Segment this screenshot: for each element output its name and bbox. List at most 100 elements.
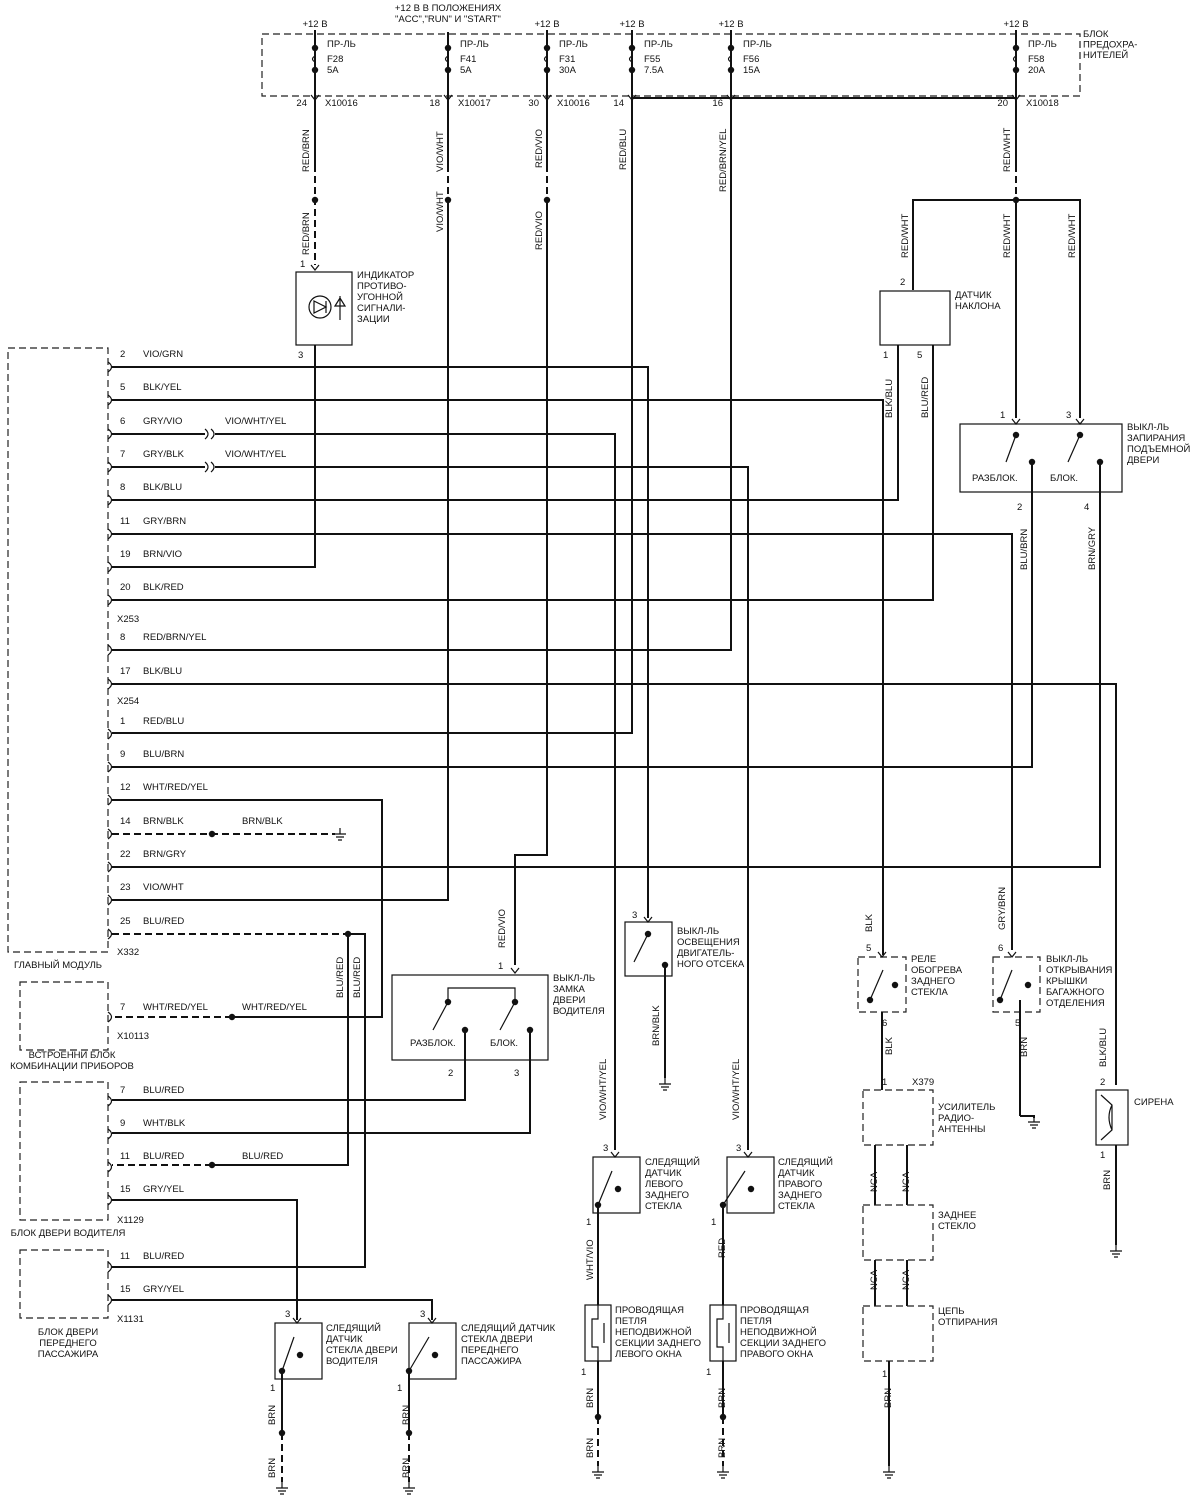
splice-dot — [1076, 431, 1084, 439]
antenna-amplifier — [862, 1089, 934, 1146]
label-fuses-0-rating: 5A — [327, 65, 339, 76]
wire-label: BLK — [864, 913, 875, 932]
connector-pin-icon — [107, 428, 113, 440]
label-components-siren-pins-0: 2 — [1100, 1077, 1105, 1088]
label-components-left_rear_sensor-name-4: СТЕКЛА — [645, 1201, 682, 1212]
wire-label: BRN — [267, 1405, 278, 1425]
label-components-passenger_glass_sensor-name-3: ПАССАЖИРА — [461, 1356, 522, 1367]
label-components-engine_light_switch-name-3: НОГО ОТСЕКА — [677, 959, 745, 970]
connector-pin-icon — [310, 264, 320, 271]
label-driver_door-connector: X1129 — [117, 1215, 144, 1226]
label-main_module-rows-8-wire: RED/BRN/YEL — [143, 632, 206, 643]
label-driver_door-rows-2-pin: 11 — [120, 1151, 130, 1162]
fuse-block — [261, 33, 1081, 97]
wire-label: RED/WHT — [1002, 213, 1013, 258]
wire — [112, 492, 1101, 868]
label-components-engine_light_switch-name-2: ДВИГАТЕЛЬ- — [677, 948, 734, 959]
label-main_module-rows-10-pin: 1 — [120, 716, 125, 727]
loop-icon — [716, 1305, 730, 1361]
label-fuses-2-name: F31 — [559, 54, 575, 65]
label-main_module-rows-3-wire: GRY/BLK — [143, 449, 185, 460]
wire-label: BLU/BRN — [1019, 529, 1030, 570]
label-instrument_cluster-rows-0-pin: 7 — [120, 1002, 125, 1013]
connector-pin-icon — [107, 1294, 113, 1306]
defrost-circuit — [862, 1305, 934, 1362]
label-fuses-5-connector: X10018 — [1026, 98, 1059, 109]
label-main_module-rows-14-wire: BRN/GRY — [143, 849, 187, 860]
switch-contact-icon — [408, 1336, 430, 1372]
label-instrument_cluster-rows-0-wire: WHT/RED/YEL — [143, 1002, 208, 1013]
anti-theft-indicator — [295, 271, 353, 346]
wire — [112, 399, 884, 955]
label-driver_door-rows-1-wire: WHT/BLK — [143, 1118, 186, 1129]
label-main_module-rows-11-pin: 9 — [120, 749, 125, 760]
rear-glass — [862, 1204, 934, 1261]
label-components-antenna_amp-name-2: АНТЕННЫ — [938, 1124, 985, 1135]
ground-icon — [717, 1466, 729, 1479]
label-components-trunk_switch-name-1: ОТКРЫВАНИЯ — [1046, 965, 1113, 976]
wire — [112, 1030, 466, 1101]
label-components-driver_lock_switch-unlock: РАЗБЛОК. — [410, 1038, 456, 1049]
label-main_module-rows-8-pin: 8 — [120, 632, 125, 643]
connector-pin-icon — [1007, 951, 1017, 958]
label-components-driver_lock_switch-name-3: ВОДИТЕЛЯ — [553, 1006, 605, 1017]
label-main_module-rows-9-pin: 17 — [120, 666, 131, 677]
label-components-tailgate_lock_switch-pins-1: 3 — [1066, 410, 1071, 421]
wire — [912, 199, 1081, 418]
wire-label: BRN — [267, 1458, 278, 1478]
wire — [112, 533, 1013, 950]
wire-label: BRN — [883, 1388, 894, 1408]
connector-pin-icon — [107, 1011, 113, 1023]
label-fuses-1-connector: X10017 — [458, 98, 491, 109]
connector-pin-icon — [107, 728, 113, 740]
label-passenger_door-name-1: ПЕРЕДНЕГО — [39, 1338, 96, 1349]
label-instrument_cluster-connector: X10113 — [117, 1031, 149, 1042]
label-components-passenger_glass_sensor-name-1: СТЕКЛА ДВЕРИ — [461, 1334, 533, 1345]
tailgate-lock-switch — [959, 423, 1123, 493]
label-fuses-3-rating: 7.5A — [644, 65, 664, 76]
label-components-engine_light_switch-name-0: ВЫКЛ-ЛЬ — [677, 926, 719, 937]
splice-dot — [1024, 981, 1032, 989]
label-components-defrost_circuit-name-1: ОТПИРАНИЯ — [938, 1317, 998, 1328]
passenger-glass-sensor — [408, 1322, 457, 1380]
connector-pin-icon — [292, 1317, 302, 1324]
wire — [112, 345, 316, 568]
wire-label: BLU/RED — [352, 957, 363, 998]
label-main_module-connectors-1: X254 — [117, 696, 139, 707]
wire — [112, 1199, 298, 1320]
driver-door-module — [19, 1081, 109, 1221]
switch-contact-icon — [281, 1336, 295, 1372]
ground-icon — [334, 828, 346, 841]
switch-contact-icon — [597, 1170, 613, 1206]
splice-dot — [228, 1013, 236, 1021]
label-components-left_rear_sensor-name-0: СЛЕДЯЩИЙ — [645, 1156, 700, 1168]
wire-label: BRN — [401, 1405, 412, 1425]
tilt-sensor — [879, 290, 951, 346]
label-components-trunk_switch-name-2: КРЫШКИ — [1046, 976, 1088, 987]
label-components-right_loop-name-1: ПЕТЛЯ — [740, 1316, 772, 1327]
label-components-rear_glass-name-0: ЗАДНЕЕ — [938, 1210, 976, 1221]
ground-icon — [1110, 1245, 1122, 1258]
label-components-right_rear_sensor-name-3: ЗАДНЕГО — [778, 1190, 822, 1201]
instrument-cluster — [19, 981, 109, 1051]
label-components-defrost_circuit-name-0: ЦЕПЬ — [938, 1306, 964, 1317]
label-components-trunk_switch-name-3: БАГАЖНОГО — [1046, 987, 1104, 998]
splice-dot — [996, 996, 1004, 1004]
wire-label: BRN/BLK — [651, 1005, 662, 1046]
wire-label: VIO/WHT/YEL — [731, 1059, 742, 1120]
label-main_module-rows-13-wire2: BRN/BLK — [242, 816, 283, 827]
wire — [112, 799, 383, 1018]
siren-icon — [1100, 1094, 1113, 1141]
label-components-tailgate_lock_switch-name-3: ДВЕРИ — [1127, 455, 1159, 466]
label-main_module-rows-13-pin: 14 — [120, 816, 131, 827]
wire — [112, 1299, 433, 1320]
splice-dot — [866, 996, 874, 1004]
label-components-right_loop-name-3: СЕКЦИИ ЗАДНЕГО — [740, 1338, 826, 1349]
label-components-passenger_glass_sensor-pins-1: 1 — [397, 1383, 402, 1394]
label-components-left_loop-name-0: ПРОВОДЯЩАЯ — [615, 1305, 684, 1316]
label-components-left_loop-name-2: НЕПОДВИЖНОЙ — [615, 1326, 692, 1338]
label-main_module-rows-16-wire: BLU/RED — [143, 916, 184, 927]
label-components-driver_lock_switch-pins-2: 3 — [514, 1068, 519, 1079]
label-components-tailgate_lock_switch-name-2: ПОДЪЕМНОЙ — [1127, 443, 1190, 455]
label-main_module-rows-4-wire: BLK/BLU — [143, 482, 182, 493]
